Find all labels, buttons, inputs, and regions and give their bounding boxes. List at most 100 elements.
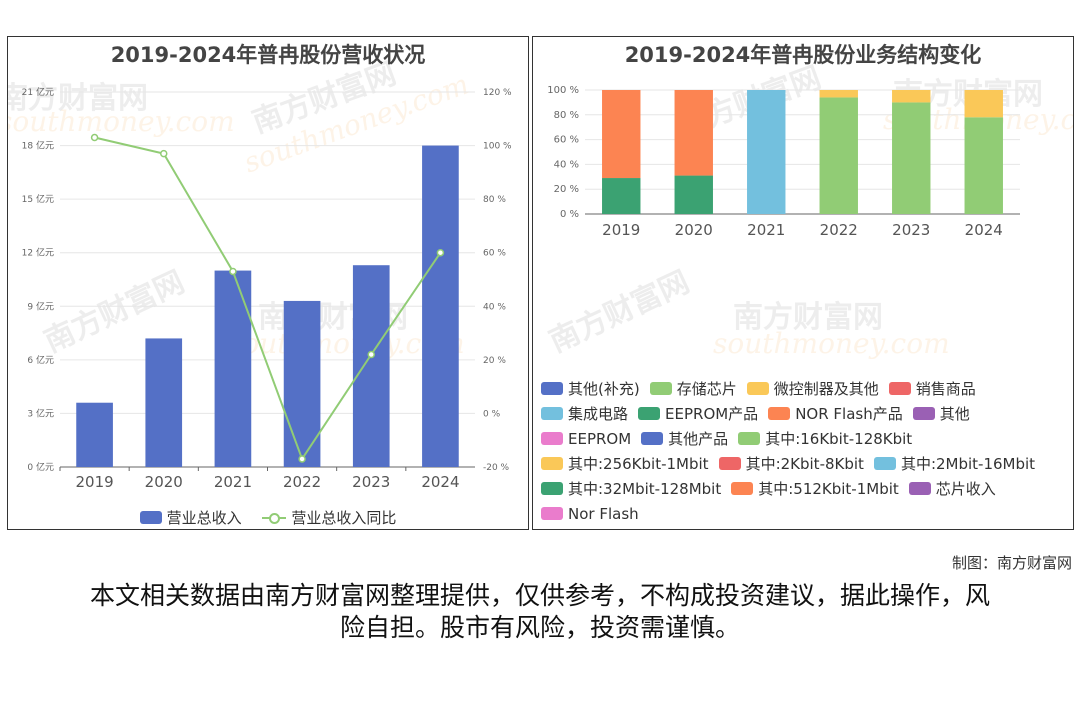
y-tick-label: 40 % <box>554 159 579 170</box>
watermark-en: southmoney.com <box>713 327 950 360</box>
legend-label: 存储芯片 <box>676 380 737 398</box>
legend-item-revenue[interactable]: 营业总收入 <box>139 507 242 528</box>
y-tick-label: 20 % <box>554 184 579 195</box>
legend-item[interactable]: 其他产品 <box>641 427 728 452</box>
legend-item[interactable]: EEPROM <box>541 427 631 452</box>
x-tick-label-2023: 2023 <box>352 473 390 491</box>
y-left-tick-label: 0 亿元 <box>27 461 54 473</box>
x-tick-label-2020: 2020 <box>145 473 183 491</box>
chart-credit: 制图：南方财富网 <box>951 554 1072 572</box>
y-left-tick-label: 12 亿元 <box>22 247 54 259</box>
bar-segment-2022 <box>819 97 858 214</box>
structure-chart-legend: 其他(补充) 存储芯片 微控制器及其他 销售商品集成电路 EEPROM产品 NOR Fla… <box>541 377 1071 527</box>
revenue-chart-svg: 0 亿元 3 亿元 6 亿元 9 亿元 12 亿元 15 亿元 18 亿元 21 亿元 -20 … <box>22 86 512 491</box>
y-left-tick-label: 18 亿元 <box>22 140 54 152</box>
legend-swatch <box>731 482 754 495</box>
bar-segment-2023 <box>892 90 931 103</box>
legend-label: 其他(补充) <box>568 380 640 398</box>
y-right-tick-label: 20 % <box>483 356 506 366</box>
legend-item[interactable]: 集成电路 <box>541 402 628 427</box>
legend-swatch <box>873 457 896 470</box>
legend-item[interactable]: 其中:2Kbit-8Kbit <box>718 452 864 477</box>
bar-segment-2023 <box>892 102 931 214</box>
point-revenue-yoy-2024 <box>436 248 445 257</box>
bar-segment-2024 <box>964 90 1003 118</box>
legend-label: 其中:2Kbit-8Kbit <box>745 455 864 473</box>
bar-segment-2020 <box>674 175 713 214</box>
legend-item[interactable]: Nor Flash <box>541 502 639 527</box>
y-right-tick-label: 80 % <box>483 195 506 205</box>
bar-segment-2019 <box>602 90 641 179</box>
legend-item[interactable]: 销售商品 <box>888 377 976 402</box>
legend-swatch <box>638 407 661 420</box>
y-left-tick-label: 15 亿元 <box>22 193 54 205</box>
legend-label: 其他产品 <box>668 430 729 448</box>
legend-swatch <box>912 407 935 420</box>
watermark: 南方财富网 <box>733 300 883 335</box>
legend-label: NOR Flash产品 <box>795 405 903 423</box>
x-tick-label-2020: 2020 <box>675 221 713 239</box>
legend-swatch <box>541 407 563 420</box>
point-revenue-yoy-2022 <box>298 455 306 463</box>
y-tick-label: 100 % <box>547 85 579 96</box>
legend-label: 芯片收入 <box>935 480 996 498</box>
legend-label: Nor Flash <box>568 505 639 523</box>
y-left-tick-label: 21 亿元 <box>22 86 54 98</box>
legend-label: 其中:256Kbit-1Mbit <box>568 455 709 473</box>
bar-revenue-2023 <box>352 265 390 467</box>
legend-item[interactable]: 其中:16Kbit-128Kbit <box>738 427 912 452</box>
legend-item[interactable]: 其中:512Kbit-1Mbit <box>731 477 899 502</box>
bar-segment-2024 <box>964 117 1003 214</box>
legend-swatch <box>641 432 664 445</box>
legend-label: 其中:512Kbit-1Mbit <box>758 480 899 498</box>
watermark: 南方财富网 <box>544 264 695 360</box>
line-revenue-yoy <box>94 136 442 462</box>
legend-item[interactable]: 其中:256Kbit-1Mbit <box>541 452 709 477</box>
x-tick-label-2021: 2021 <box>747 221 785 239</box>
legend-swatch <box>541 432 563 445</box>
bar-segment-2021 <box>747 90 786 214</box>
bar-revenue-2019 <box>76 402 113 467</box>
legend-item[interactable]: EEPROM产品 <box>638 402 758 427</box>
legend-label: 集成电路 <box>568 405 629 423</box>
legend-label: 微控制器及其他 <box>773 380 879 398</box>
legend-item[interactable]: 其中:32Mbit-128Mbit <box>541 477 721 502</box>
legend-label-revenue-yoy: 营业总收入同比 <box>291 509 397 527</box>
x-tick-label-2022: 2022 <box>820 221 858 239</box>
legend-label: 其他 <box>939 405 970 423</box>
legend-label: 其中:2Mbit-16Mbit <box>900 455 1036 473</box>
y-right-tick-label: 100 % <box>483 142 512 152</box>
bar-revenue-2022 <box>283 300 321 467</box>
point-revenue-yoy-2023 <box>367 350 375 359</box>
legend-item[interactable]: 存储芯片 <box>649 377 737 402</box>
x-tick-label-2023: 2023 <box>892 221 930 239</box>
structure-chart-panel: 南方财富网 南方财富网 southmoney.com 南方财富网 南方财富网 s… <box>532 36 1074 530</box>
legend-item[interactable]: NOR Flash产品 <box>768 402 903 427</box>
legend-item-revenue-yoy[interactable]: 营业总收入同比 <box>262 507 396 528</box>
legend-swatch <box>649 382 672 395</box>
revenue-chart-title: 2019-2024年普冉股份营收状况 <box>110 43 426 67</box>
legend-swatch <box>746 382 769 395</box>
legend-label-revenue: 营业总收入 <box>166 509 242 527</box>
legend-swatch <box>908 482 931 495</box>
legend-label: 其中:32Mbit-128Mbit <box>568 480 722 498</box>
legend-item[interactable]: 其他 <box>912 402 970 427</box>
bar-revenue-2024 <box>422 145 459 468</box>
point-revenue-yoy-2020 <box>160 149 168 158</box>
structure-chart-title: 2019-2024年普冉股份业务结构变化 <box>624 43 982 67</box>
bar-segment-2022 <box>819 90 858 98</box>
x-tick-label-2019: 2019 <box>602 221 640 239</box>
legend-item[interactable]: 芯片收入 <box>908 477 996 502</box>
legend-item[interactable]: 其他(补充) <box>541 377 640 402</box>
legend-swatch <box>888 382 911 395</box>
y-left-tick-label: 3 亿元 <box>27 407 54 419</box>
y-left-tick-label: 6 亿元 <box>27 354 54 366</box>
x-tick-label-2022: 2022 <box>283 473 321 491</box>
legend-item[interactable]: 其中:2Mbit-16Mbit <box>873 452 1036 477</box>
legend-label: EEPROM产品 <box>665 405 759 423</box>
legend-swatch <box>738 432 761 445</box>
bar-revenue-2020 <box>145 338 183 467</box>
legend-item[interactable]: 微控制器及其他 <box>746 377 879 402</box>
bar-segment-2020 <box>674 90 713 176</box>
legend-swatch <box>541 457 563 470</box>
